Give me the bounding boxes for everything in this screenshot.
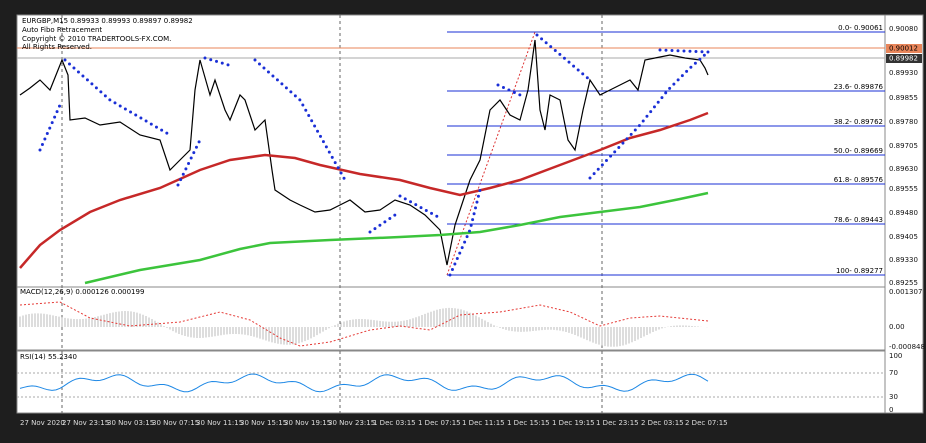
rsi-tick-label: 0 [889, 406, 893, 414]
time-tick-label: 1 Dec 11:15 [462, 419, 505, 427]
price-tick-label: 0.89930 [889, 69, 918, 77]
ma-slow [19, 111, 709, 269]
macd-histogram [19, 307, 708, 347]
price-tick-label: 0.89555 [889, 185, 918, 193]
rsi-tick-label: 30 [889, 393, 898, 401]
fibo-label: 100- 0.89277 [836, 267, 883, 275]
macd-tick-label: 0.001307 [889, 288, 922, 296]
macd-tick-label: -0.000848 [889, 343, 925, 351]
copyright: Copyright © 2010 TRADERTOOLS-FX.COM. [22, 35, 171, 43]
fibo-label: 50.0- 0.89669 [834, 147, 883, 155]
ma-long [84, 191, 709, 285]
symbol-line: EURGBP,M15 0.89933 0.89993 0.89897 0.899… [22, 17, 193, 25]
main-pane [16, 14, 886, 288]
time-tick-label: 30 Nov 15:15 [240, 419, 287, 427]
fibo-label: 61.8- 0.89576 [834, 176, 884, 184]
fibo-label: 23.6- 0.89876 [834, 83, 884, 91]
rsi-tick-label: 100 [889, 352, 902, 360]
price-tick-label: 0.89405 [889, 233, 918, 241]
time-tick-label: 30 Nov 19:15 [284, 419, 331, 427]
price-tick-label: 0.89630 [889, 165, 918, 173]
time-tick-label: 1 Dec 19:15 [552, 419, 595, 427]
price-tick-label: 0.89255 [889, 279, 918, 287]
time-tick-label: 30 Nov 07:15 [152, 419, 199, 427]
day-separators [61, 15, 603, 413]
rsi-label: RSI(14) 55.2340 [20, 353, 77, 361]
price-tick-label: 0.89330 [889, 256, 918, 264]
macd-label: MACD(12,26,9) 0.000126 0.000199 [20, 288, 144, 296]
time-tick-label: 30 Nov 11:15 [196, 419, 243, 427]
price-tick-label: 0.90080 [889, 25, 918, 33]
time-tick-label: 2 Dec 07:15 [685, 419, 728, 427]
time-tick-label: 1 Dec 23:15 [596, 419, 639, 427]
time-tick-label: 27 Nov 2020 [20, 419, 65, 427]
ask-label: 0.90012 [889, 45, 918, 53]
price-tick-label: 0.89480 [889, 209, 918, 217]
time-tick-label: 27 Nov 23:15 [62, 419, 109, 427]
bid-badge [886, 54, 922, 63]
fibo-label: 0.0- 0.90061 [838, 24, 883, 32]
time-tick-label: 30 Nov 23:15 [328, 419, 375, 427]
price-scale [884, 14, 924, 414]
fibo-label: 78.6- 0.89443 [834, 216, 883, 224]
rsi-line [19, 373, 709, 393]
parabolic-sar [38, 33, 710, 277]
macd-signal [19, 301, 709, 347]
price-line [19, 39, 709, 266]
time-tick-label: 30 Nov 03:15 [107, 419, 154, 427]
time-tick-label: 2 Dec 03:15 [641, 419, 684, 427]
rights: All Rights Reserved. [22, 43, 92, 51]
price-tick-label: 0.89705 [889, 142, 918, 150]
bid-label: 0.89982 [889, 55, 918, 63]
fibo-label: 38.2- 0.89762 [834, 118, 883, 126]
rsi-tick-label: 70 [889, 369, 898, 377]
macd-tick-label: 0.00 [889, 323, 905, 331]
ask-badge [886, 44, 922, 53]
price-tick-label: 0.89780 [889, 118, 918, 126]
fibo-trend [446, 31, 536, 276]
macd-pane [16, 286, 886, 351]
rsi-pane [16, 350, 886, 414]
time-tick-label: 1 Dec 07:15 [418, 419, 461, 427]
time-tick-label: 1 Dec 15:15 [507, 419, 550, 427]
time-tick-label: 1 Dec 03:15 [373, 419, 416, 427]
indicator-name: Auto Fibo Retracement [22, 26, 102, 34]
price-tick-label: 0.89855 [889, 94, 918, 102]
